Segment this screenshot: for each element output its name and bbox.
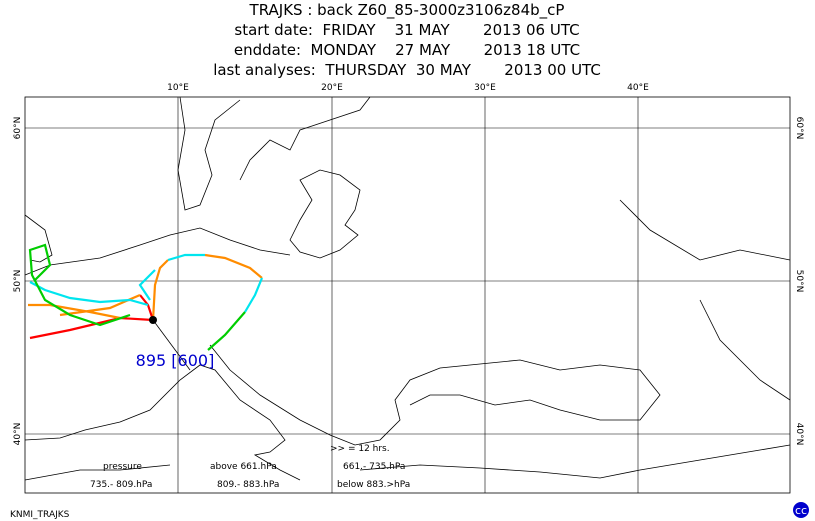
lon-label: 20°E: [321, 83, 343, 93]
graticule: [25, 97, 790, 493]
legend-title: pressure: [103, 462, 142, 472]
lat-label: 60°N: [13, 117, 23, 140]
legend-entry: below 883.>hPa: [337, 480, 410, 490]
footer: KNMI_TRAJKS: [10, 510, 70, 520]
legend-entry: 809.- 883.hPa: [217, 480, 279, 490]
lat-label: 40°N: [794, 423, 804, 446]
start-date: start date: FRIDAY 31 MAY 2013 06 UTC: [234, 21, 579, 39]
title: TRAJKS : back Z60_85-3000z3106z84b_cP: [249, 1, 565, 20]
last-analyses: last analyses: THURSDAY 30 MAY 2013 00 U…: [213, 61, 601, 79]
lon-label: 40°E: [627, 83, 649, 93]
end-date: enddate: MONDAY 27 MAY 2013 18 UTC: [234, 41, 580, 59]
lat-label: 40°N: [13, 423, 23, 446]
legend-entry: above 661.hPa: [210, 462, 277, 472]
lat-label: 60°N: [794, 117, 804, 140]
trajectories: [28, 243, 264, 371]
lon-label: 10°E: [167, 83, 189, 93]
station-label: 895 [600]: [136, 351, 215, 370]
interval-note: >> = 12 hrs.: [330, 444, 390, 454]
legend-entry: 735.- 809.hPa: [90, 480, 152, 490]
coastlines: [24, 96, 791, 481]
legend-entry: 661.- 735.hPa: [343, 462, 405, 472]
lat-label: 50°N: [13, 270, 23, 293]
map-frame: [24, 96, 791, 494]
lon-label: 30°E: [474, 83, 496, 93]
lat-label: 50°N: [794, 270, 804, 293]
svg-text:cc: cc: [795, 504, 807, 517]
logo: cc: [793, 502, 809, 518]
